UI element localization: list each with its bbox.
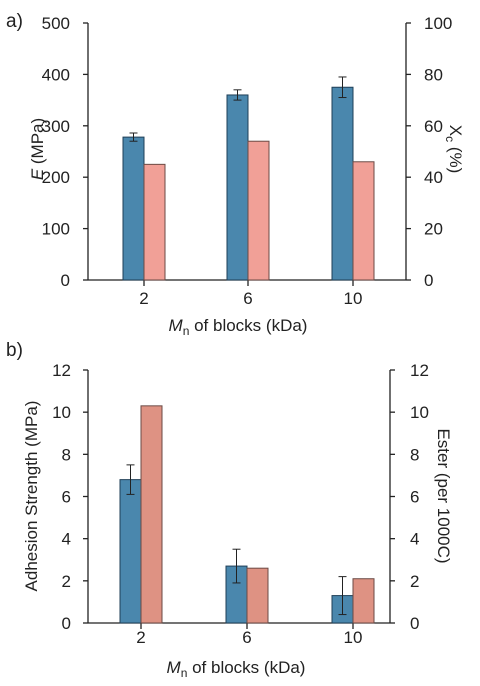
panel-b-left-tick-label: 10 [52,403,71,422]
panel-a-left-tick-label: 0 [61,271,70,290]
panel-a-bar-series2-6 [247,140,270,281]
panel-a-y-axis-right-label: Xc (%) [443,125,465,174]
panel-b-chart: b) Adhesion Strength (MPa) Ester (per 10… [6,340,453,680]
panel-a-left-tick-label: 200 [42,168,70,187]
panel-b-y-axis-right-label: Ester (per 1000C) [434,428,453,563]
panel-b-bar-series2-6 [246,567,269,624]
panel-a-bar-series2-10 [352,161,375,281]
panel-b-right-tick-label: 12 [410,361,429,380]
panel-b-x-tick-label: 2 [136,628,145,647]
panel-b-bar-series2-2 [140,405,163,624]
panel-a-right-tick-label: 20 [424,220,443,239]
panel-a-x-axis-label: Mn of blocks (kDa) [169,316,308,338]
panel-a-left-tick-label: 300 [42,117,70,136]
panel-b-y-axis-left-label: Adhesion Strength (MPa) [22,401,41,592]
panel-a-left-tick-label: 100 [42,220,70,239]
panel-a-bar-series1-2 [122,136,145,281]
panel-b-right-tick-label: 2 [410,572,419,591]
panel-a-y-axis-left-label: E (MPa) [28,118,47,180]
panel-b-left-tick-label: 8 [62,445,71,464]
panel-b-bar-series2-10 [352,578,375,624]
panel-b-left-tick-label: 6 [62,488,71,507]
panel-b-right-tick-label: 6 [410,488,419,507]
panel-a-right-tick-label: 100 [424,14,452,33]
panel-b-x-axis-label: Mn of blocks (kDa) [167,658,306,680]
panel-a-right-tick-label: 60 [424,117,443,136]
panel-b-right-tick-label: 10 [410,403,429,422]
panel-b-x-tick-label: 6 [242,628,251,647]
panel-a-right-tick-label: 80 [424,65,443,84]
panel-a-right-tick-label: 40 [424,168,443,187]
panel-a-x-tick-label: 2 [139,289,148,308]
panel-a-left-tick-label: 400 [42,65,70,84]
panel-b-label: b) [6,340,23,361]
panel-b-right-tick-label: 4 [410,530,419,549]
panel-a-x-tick-label: 6 [243,289,252,308]
panel-a-right-tick-label: 0 [424,271,433,290]
panel-a-x-tick-label: 10 [344,289,363,308]
panel-a-bar-series1-10 [331,86,354,281]
panel-b-left-tick-label: 4 [62,530,71,549]
panel-b-left-tick-label: 2 [62,572,71,591]
panel-a-bar-series1-6 [226,94,249,281]
panel-a-label: a) [6,11,23,32]
panel-a-chart: a) E (MPa) Xc (%) Mn of blocks (kDa) 0 10… [6,11,465,338]
panel-a-bar-series2-2 [143,163,166,281]
panel-b-right-tick-label: 8 [410,445,419,464]
panel-b-left-tick-label: 0 [62,614,71,633]
panel-b-left-tick-label: 12 [52,361,71,380]
panel-b-right-tick-label: 0 [410,614,419,633]
panel-a-left-tick-label: 500 [42,14,70,33]
panel-b-x-tick-label: 10 [344,628,363,647]
panel-b-bar-series1-2 [119,479,142,624]
